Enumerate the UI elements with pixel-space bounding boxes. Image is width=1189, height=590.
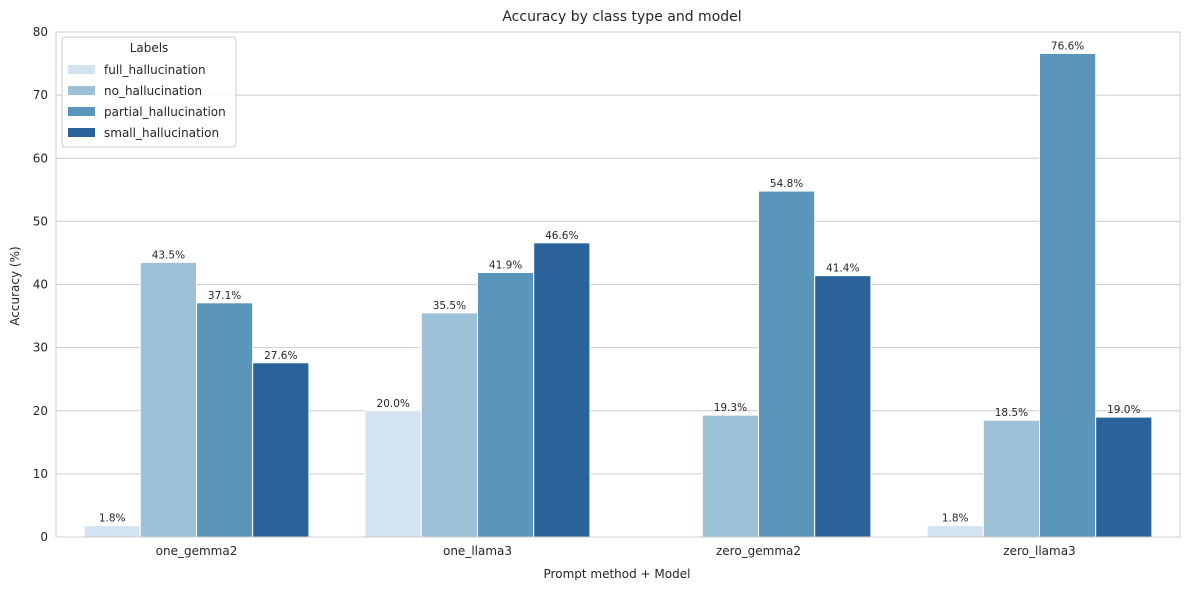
x-axis-label: Prompt method + Model <box>544 567 691 581</box>
bars <box>83 52 1153 538</box>
legend-label: full_hallucination <box>104 63 206 77</box>
bar-partial_hallucination <box>1039 52 1097 538</box>
bar-full_hallucination <box>926 525 984 538</box>
bar-labels: 1.8% 43.5% 37.1% 27.6% 20.0% 35.5% 41.9% 46.6% 1… <box>99 40 1141 524</box>
bar-no_hallucination <box>139 261 198 538</box>
legend: Labels full_hallucination no_hallucinatio… <box>61 36 237 148</box>
bar-small_hallucination <box>252 362 310 538</box>
legend-swatch <box>68 65 95 74</box>
legend-label: small_hallucination <box>104 126 219 140</box>
bar-value-label: 37.1% <box>208 290 241 302</box>
bar-value-label: 27.6% <box>264 350 297 362</box>
bar-full_hallucination <box>83 525 141 538</box>
y-tick-label: 60 <box>33 151 48 165</box>
y-tick-label: 70 <box>33 88 48 102</box>
bar-value-label: 46.6% <box>545 230 578 242</box>
bar-value-label: 19.3% <box>714 402 747 414</box>
x-tick-label: one_llama3 <box>443 544 512 558</box>
y-tick-label: 50 <box>33 214 48 228</box>
y-tick-label: 80 <box>33 25 48 39</box>
y-tick-label: 30 <box>33 341 48 355</box>
x-tick-label: one_gemma2 <box>156 544 238 558</box>
legend-title: Labels <box>130 41 169 55</box>
bar-small_hallucination <box>814 275 872 538</box>
plot-frame <box>55 31 1181 538</box>
y-tick-label: 40 <box>33 278 48 292</box>
bar-partial_hallucination <box>758 190 816 538</box>
x-tick-label: zero_llama3 <box>1003 544 1075 558</box>
legend-swatch <box>68 86 95 95</box>
bar-partial_hallucination <box>196 302 254 538</box>
bar-value-label: 54.8% <box>770 178 803 190</box>
bar-value-label: 41.4% <box>826 263 859 275</box>
bar-value-label: 20.0% <box>377 398 410 410</box>
y-tick-label: 20 <box>33 404 48 418</box>
bar-no_hallucination <box>420 312 478 538</box>
bar-value-label: 19.0% <box>1107 404 1140 416</box>
bar-value-label: 18.5% <box>995 407 1028 419</box>
legend-box <box>61 36 237 148</box>
legend-label: no_hallucination <box>104 84 202 98</box>
x-axis-ticks: one_gemma2 one_llama3 zero_gemma2 zero_llam… <box>156 544 1076 558</box>
bar-value-label: 1.8% <box>99 513 126 525</box>
y-axis-ticks: 0 10 20 30 40 50 60 70 80 <box>33 25 48 544</box>
legend-swatch <box>68 107 95 116</box>
legend-label: partial_hallucination <box>104 105 226 119</box>
chart-title: Accuracy by class type and model <box>502 9 741 25</box>
y-tick-label: 10 <box>33 467 48 481</box>
y-tick-label: 0 <box>40 530 48 544</box>
bar-partial_hallucination <box>477 272 535 538</box>
bar-value-label: 76.6% <box>1051 40 1084 52</box>
bar-no_hallucination <box>982 419 1040 538</box>
bar-value-label: 43.5% <box>152 249 185 261</box>
legend-swatch <box>68 128 95 137</box>
bar-value-label: 1.8% <box>942 513 969 525</box>
bar-small_hallucination <box>1095 416 1153 538</box>
bar-full_hallucination <box>364 410 422 538</box>
bar-value-label: 35.5% <box>433 300 466 312</box>
y-axis-label: Accuracy (%) <box>8 246 22 325</box>
x-tick-label: zero_gemma2 <box>716 544 801 558</box>
bar-small_hallucination <box>533 242 591 538</box>
bar-value-label: 41.9% <box>489 260 522 272</box>
bar-no_hallucination <box>701 414 759 538</box>
